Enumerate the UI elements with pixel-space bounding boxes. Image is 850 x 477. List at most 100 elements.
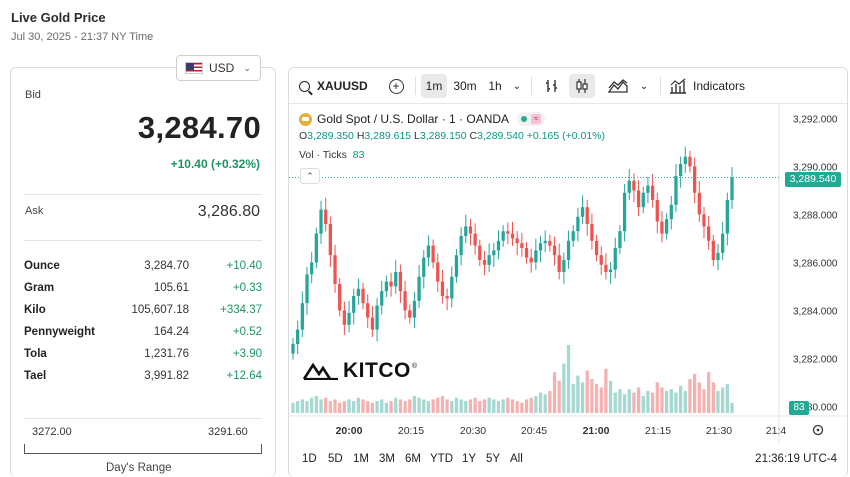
- range-1m-button[interactable]: 1M: [353, 453, 369, 465]
- candle-body: [342, 310, 347, 325]
- volume-legend: Vol · Ticks 83: [299, 149, 365, 161]
- interval-30m-button[interactable]: 30m: [450, 74, 480, 98]
- volume-bar: [510, 399, 515, 413]
- chart-style-dropdown[interactable]: ⌄: [636, 74, 652, 98]
- kitco-mark-icon: [303, 362, 338, 380]
- candle-body: [716, 252, 720, 260]
- candles-style-button[interactable]: [569, 74, 595, 98]
- search-icon: [299, 80, 310, 92]
- volume-bar: [580, 382, 585, 413]
- candle-body: [319, 209, 323, 234]
- volume-bar: [660, 387, 664, 413]
- candle-body: [524, 248, 529, 258]
- volume-bar: [361, 399, 365, 413]
- area-style-button[interactable]: [605, 74, 631, 98]
- compare-symbol-button[interactable]: +: [385, 74, 407, 98]
- volume-bar: [543, 394, 547, 413]
- volume-bar: [627, 389, 631, 413]
- symbol-search-button[interactable]: XAUUSD: [299, 74, 368, 98]
- range-6m-button[interactable]: 6M: [405, 453, 421, 465]
- range-5d-button[interactable]: 5D: [328, 453, 343, 465]
- candle-body: [450, 276, 454, 299]
- candle-body: [492, 250, 496, 256]
- interval-dropdown-button[interactable]: ⌄: [509, 74, 525, 98]
- time-axis-label: 21:4: [766, 425, 787, 437]
- bar-style-button[interactable]: [539, 74, 565, 98]
- interval-label: 30m: [453, 79, 477, 93]
- candle-body: [398, 272, 403, 292]
- candle-body: [394, 272, 398, 287]
- range-all-button[interactable]: All: [510, 453, 523, 465]
- candle-body: [510, 233, 515, 239]
- page-title: Live Gold Price: [11, 10, 106, 25]
- candle-body: [384, 281, 389, 292]
- candle-body: [305, 274, 309, 304]
- volume-bar: [389, 401, 393, 413]
- indicators-button[interactable]: Indicators: [669, 74, 745, 98]
- volume-bar: [291, 402, 295, 413]
- chevron-down-icon: ⌄: [512, 80, 522, 92]
- candle-body: [725, 200, 729, 234]
- candle-body: [622, 192, 627, 232]
- candle-body: [370, 317, 375, 330]
- time-axis-label: 20:30: [460, 425, 486, 437]
- range-3m-button[interactable]: 3M: [379, 453, 395, 465]
- last-volume-label: 83: [789, 401, 809, 415]
- price-panel: [10, 67, 276, 477]
- candle-body: [585, 207, 589, 224]
- volume-bar: [482, 399, 487, 413]
- volume-bar: [613, 392, 617, 413]
- price-chart[interactable]: 3,292.000 3,290.000 3,288.000 3,286.000 3,28…: [289, 104, 847, 444]
- volume-bar: [496, 401, 501, 413]
- range-1d-button[interactable]: 1D: [302, 453, 317, 465]
- divider: [24, 194, 262, 195]
- volume-bar: [693, 373, 697, 413]
- candle-body: [548, 240, 552, 246]
- range-5y-button[interactable]: 5Y: [486, 453, 501, 465]
- market-status-badge[interactable]: ≈: [517, 112, 546, 126]
- volume-bar: [324, 397, 328, 413]
- volume-bar: [347, 399, 351, 413]
- volume-bar: [669, 389, 673, 413]
- volume-bar: [557, 380, 561, 413]
- candle-body: [426, 245, 431, 258]
- collapse-legend-button[interactable]: ⌃: [300, 168, 320, 184]
- interval-1h-button[interactable]: 1h: [483, 74, 507, 98]
- volume-bar: [314, 396, 318, 413]
- volume-bar: [590, 379, 594, 413]
- volume-bar: [310, 397, 314, 413]
- time-axis-label: 21:00: [583, 425, 610, 437]
- gold-coin-icon: [299, 112, 312, 126]
- price-axis-label: 3,292.000: [793, 114, 838, 125]
- gear-icon: [812, 424, 824, 436]
- volume-bar: [417, 397, 421, 413]
- candle-body: [604, 264, 608, 272]
- candle-body: [557, 255, 561, 272]
- time-axis-label: 20:00: [336, 425, 363, 437]
- volume-bar: [319, 399, 323, 413]
- volume-bar: [384, 402, 389, 413]
- candle-body: [454, 255, 459, 277]
- candle-body: [422, 257, 426, 277]
- candle-body: [627, 180, 631, 193]
- volume-bar: [646, 390, 650, 413]
- bid-price: 3,284.70: [137, 110, 261, 145]
- currency-select[interactable]: USD ⌄: [176, 55, 261, 81]
- volume-bar: [300, 399, 304, 413]
- volume-bar: [459, 399, 463, 413]
- unit-name: Kilo: [24, 304, 46, 316]
- chart-clock[interactable]: 21:36:19 UTC-4: [755, 453, 837, 465]
- candle-body: [721, 233, 725, 253]
- volume-bar: [529, 397, 533, 413]
- price-axis-label: 3,280.000: [793, 402, 838, 413]
- range-ytd-button[interactable]: YTD: [430, 453, 453, 465]
- volume-bar: [487, 397, 491, 413]
- range-1y-button[interactable]: 1Y: [462, 453, 477, 465]
- time-axis-label: 21:30: [706, 425, 732, 437]
- candle-body: [580, 207, 585, 217]
- volume-bar: [571, 384, 575, 413]
- last-price-label: 3,289.540: [785, 172, 841, 187]
- interval-1m-button[interactable]: 1m: [421, 74, 447, 98]
- unit-change: +0.52: [232, 326, 262, 338]
- volume-bar: [702, 389, 706, 413]
